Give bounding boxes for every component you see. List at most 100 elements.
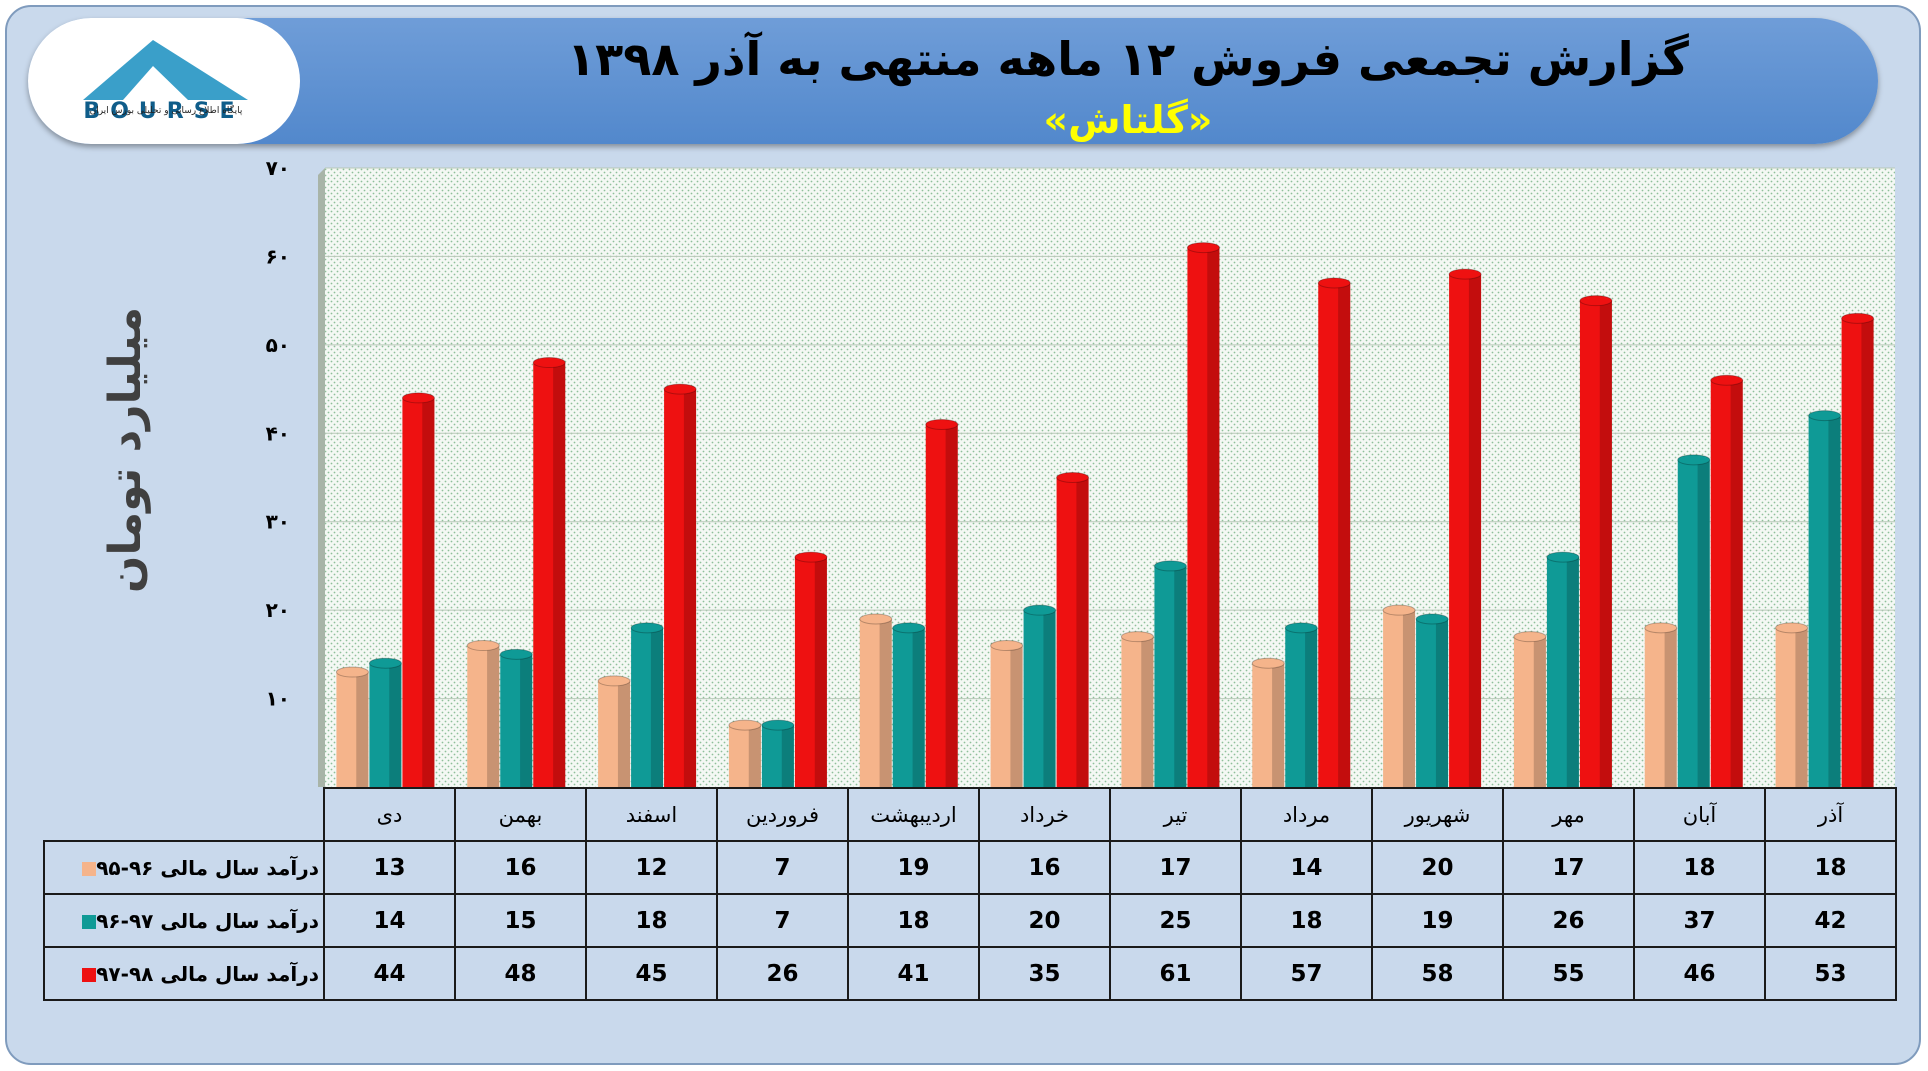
bar-cap bbox=[1415, 613, 1449, 625]
bar-body bbox=[664, 389, 697, 787]
bar-cap bbox=[1284, 622, 1318, 634]
y-axis-label: میلیارد تومان bbox=[100, 307, 151, 593]
table-cell: 7 bbox=[716, 840, 849, 895]
table-cell: 61 bbox=[1109, 946, 1242, 1001]
y-tick-label: ۲۰ bbox=[266, 598, 290, 622]
bar-body bbox=[990, 645, 1023, 787]
bar bbox=[990, 640, 1024, 787]
bar-shade bbox=[1599, 300, 1612, 787]
table-cell: 53 bbox=[1764, 946, 1897, 1001]
bar-cap bbox=[1677, 454, 1711, 466]
table-cell: 13 bbox=[323, 840, 456, 895]
bar-body bbox=[598, 680, 631, 787]
y-tick-label: ۱۰ bbox=[266, 687, 290, 711]
bar-body bbox=[859, 618, 892, 787]
bar-cap bbox=[597, 675, 631, 687]
bar-body bbox=[1285, 627, 1318, 787]
bar bbox=[1841, 312, 1875, 787]
bar-body bbox=[369, 663, 402, 787]
bar bbox=[1186, 242, 1220, 788]
bar-shade bbox=[781, 725, 794, 787]
bar-shade bbox=[1435, 618, 1449, 787]
plot-area bbox=[325, 168, 1895, 787]
bar bbox=[1284, 622, 1318, 787]
y-tick-label: ۶۰ bbox=[266, 244, 290, 268]
table-cell: 41 bbox=[847, 946, 980, 1001]
bar bbox=[1513, 631, 1547, 787]
legend-swatch bbox=[82, 968, 97, 982]
legend-swatch bbox=[82, 862, 97, 876]
bar-body bbox=[1513, 636, 1546, 787]
table-header-row: دی بهمن اسفند فروردین اردیبهشت خرداد تیر مرداد ش… bbox=[44, 787, 1897, 842]
logo-wordmark: BOURSE bbox=[83, 99, 244, 124]
bar-chart: ۱۰ ۲۰ ۳۰ ۴۰ ۵۰ ۶۰ ۷۰ میلیارد تومان bbox=[100, 156, 1895, 788]
table-cell: 7 bbox=[716, 893, 849, 948]
bar-cap bbox=[1546, 551, 1580, 563]
bar-cap bbox=[1841, 312, 1875, 324]
table-cell: 55 bbox=[1502, 946, 1635, 1001]
bar-shade bbox=[1174, 565, 1187, 787]
bar bbox=[597, 675, 631, 787]
bar-body bbox=[794, 557, 827, 787]
category-label: مرداد bbox=[1240, 787, 1373, 842]
category-label: خرداد bbox=[978, 787, 1111, 842]
bar-cap bbox=[532, 357, 566, 369]
bar-shade bbox=[1468, 274, 1482, 788]
bar bbox=[466, 640, 500, 787]
table-cell: 18 bbox=[585, 893, 718, 948]
bar bbox=[368, 657, 402, 787]
bar-cap bbox=[1317, 277, 1351, 289]
table-cell: 26 bbox=[1502, 893, 1635, 948]
bar-shade bbox=[1795, 627, 1808, 787]
logo-graphic: BOURSE bbox=[83, 40, 248, 124]
table-cell: 57 bbox=[1240, 946, 1373, 1001]
series-name: درآمد سال مالی ۹۶-۹۵ bbox=[96, 855, 319, 880]
y-tick-label: ۳۰ bbox=[266, 510, 290, 534]
bar-cap bbox=[794, 551, 828, 563]
bar-body bbox=[500, 654, 533, 787]
bar-body bbox=[467, 645, 500, 787]
bar bbox=[630, 622, 664, 787]
bar-shade bbox=[1338, 282, 1351, 787]
table-cell: 18 bbox=[1764, 840, 1897, 895]
bar-body bbox=[1775, 627, 1808, 787]
bar bbox=[1448, 268, 1482, 788]
table-cell: 25 bbox=[1109, 893, 1242, 948]
table-row: درآمد سال مالی ۹۶-۹۵ 13 16 12 7 19 16 17 14 20 17 1… bbox=[43, 840, 1897, 895]
bar-shade bbox=[945, 424, 958, 787]
bar-body bbox=[1416, 618, 1449, 787]
bar-shade bbox=[1076, 477, 1089, 787]
bar-shade bbox=[422, 397, 435, 787]
bar-shade bbox=[1566, 557, 1579, 787]
table-cell: 42 bbox=[1764, 893, 1897, 948]
category-label: تیر bbox=[1109, 787, 1242, 842]
gridlines bbox=[325, 167, 1895, 700]
bar-body bbox=[1154, 565, 1187, 787]
bar bbox=[663, 383, 697, 787]
bar-shade bbox=[487, 645, 500, 787]
bar-shade bbox=[814, 557, 827, 787]
bar-shade bbox=[683, 389, 697, 787]
bar bbox=[1808, 410, 1842, 787]
bar-cap bbox=[1120, 631, 1154, 643]
table-cell: 15 bbox=[454, 893, 587, 948]
bar bbox=[1579, 295, 1613, 787]
bar-body bbox=[1187, 247, 1220, 788]
bar bbox=[728, 719, 762, 787]
category-label: اردیبهشت bbox=[847, 787, 980, 842]
bar-shade bbox=[1664, 627, 1677, 787]
bar-body bbox=[892, 627, 925, 787]
bar bbox=[794, 551, 828, 787]
bar-cap bbox=[1382, 604, 1416, 616]
bar bbox=[1644, 622, 1678, 787]
bar bbox=[761, 719, 795, 787]
bar-body bbox=[1710, 380, 1743, 787]
bar-cap bbox=[728, 719, 762, 731]
legend-swatch bbox=[82, 915, 97, 929]
bar-shade bbox=[1533, 636, 1546, 787]
series-label: درآمد سال مالی ۹۶-۹۵ bbox=[43, 840, 325, 895]
bar-body bbox=[1449, 274, 1482, 788]
bar-body bbox=[533, 362, 566, 787]
bar-shade bbox=[748, 725, 761, 787]
bar bbox=[499, 648, 533, 787]
